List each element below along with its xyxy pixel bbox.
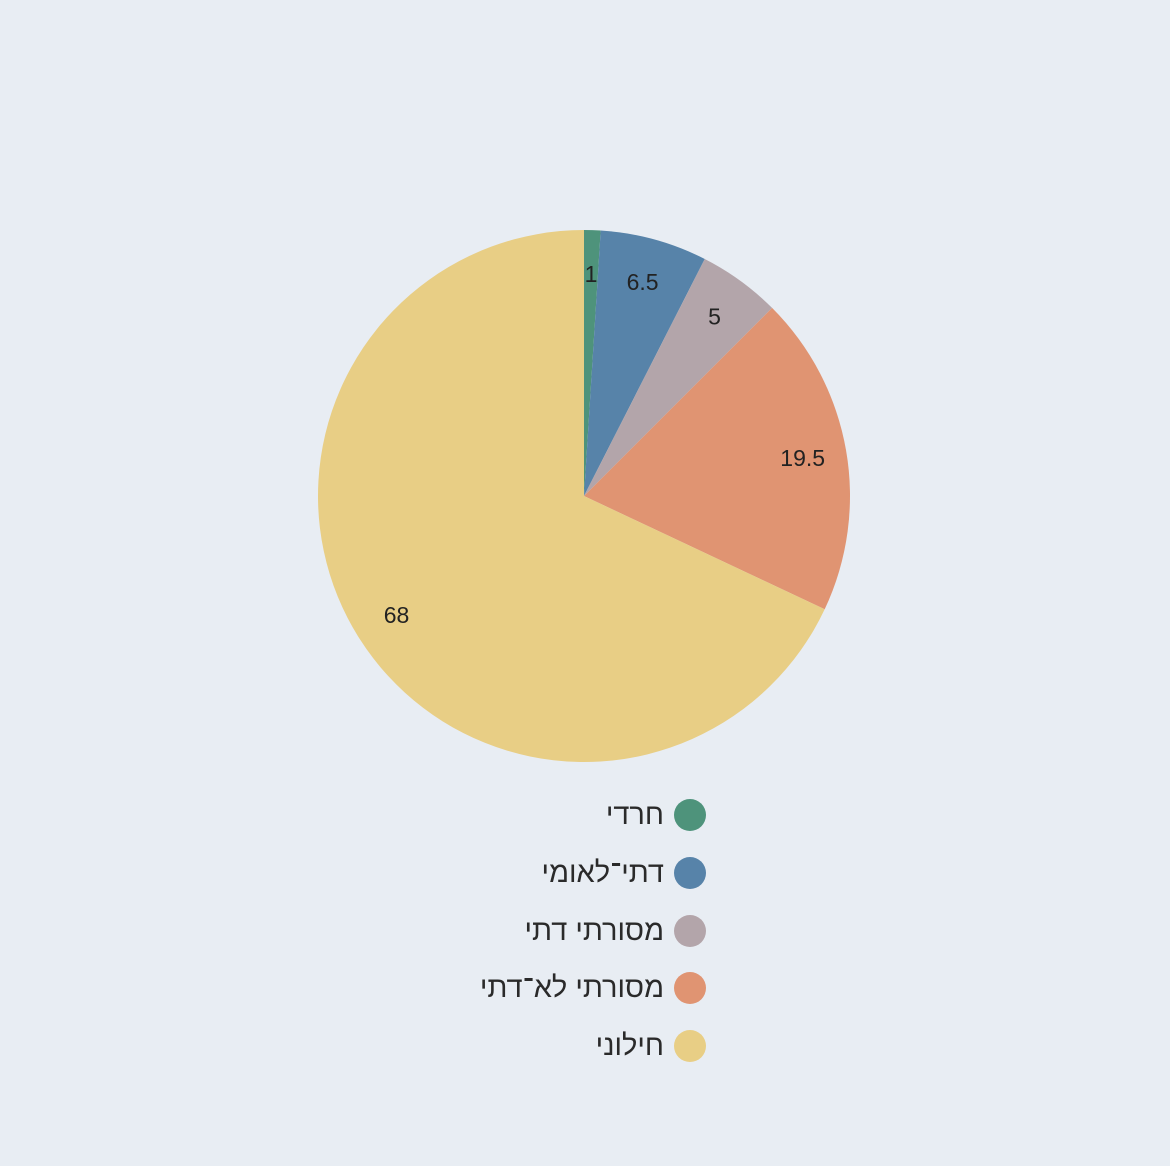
legend-label: מסורתי דתי	[524, 914, 664, 947]
legend-label: חרדי	[605, 798, 664, 831]
pie-slices	[318, 230, 850, 762]
legend-label: חילוני	[595, 1029, 664, 1062]
legend-swatch	[674, 915, 706, 947]
legend-label: מסורתי לא־דתי	[479, 971, 664, 1004]
pie-slice	[584, 258, 773, 496]
pie-svg: 1 6.5 5 19.5 68	[318, 230, 850, 762]
pie-slice	[584, 230, 705, 496]
slice-value-label: 5	[708, 303, 721, 329]
slice-value-label: 6.5	[627, 269, 659, 295]
legend-item: חרדי	[606, 795, 706, 835]
legend-item: מסורתי לא־דתי	[480, 968, 706, 1008]
slice-value-label: 1	[585, 261, 598, 287]
legend-swatch	[674, 1030, 706, 1062]
pie-slice	[584, 307, 850, 610]
pie-chart: 1 6.5 5 19.5 68	[318, 230, 850, 762]
legend-swatch	[674, 972, 706, 1004]
pie-value-labels: 1 6.5 5 19.5 68	[384, 261, 825, 628]
legend-swatch	[674, 857, 706, 889]
legend-item: חילוני	[596, 1026, 706, 1066]
legend-label: דתי־לאומי	[541, 856, 664, 889]
legend-item: מסורתי דתי	[524, 911, 706, 951]
legend-item: דתי־לאומי	[542, 853, 706, 893]
pie-slice	[318, 230, 825, 762]
pie-slice	[584, 230, 601, 496]
legend-swatch	[674, 799, 706, 831]
slice-value-label: 68	[384, 602, 410, 628]
slice-value-label: 19.5	[780, 445, 825, 471]
